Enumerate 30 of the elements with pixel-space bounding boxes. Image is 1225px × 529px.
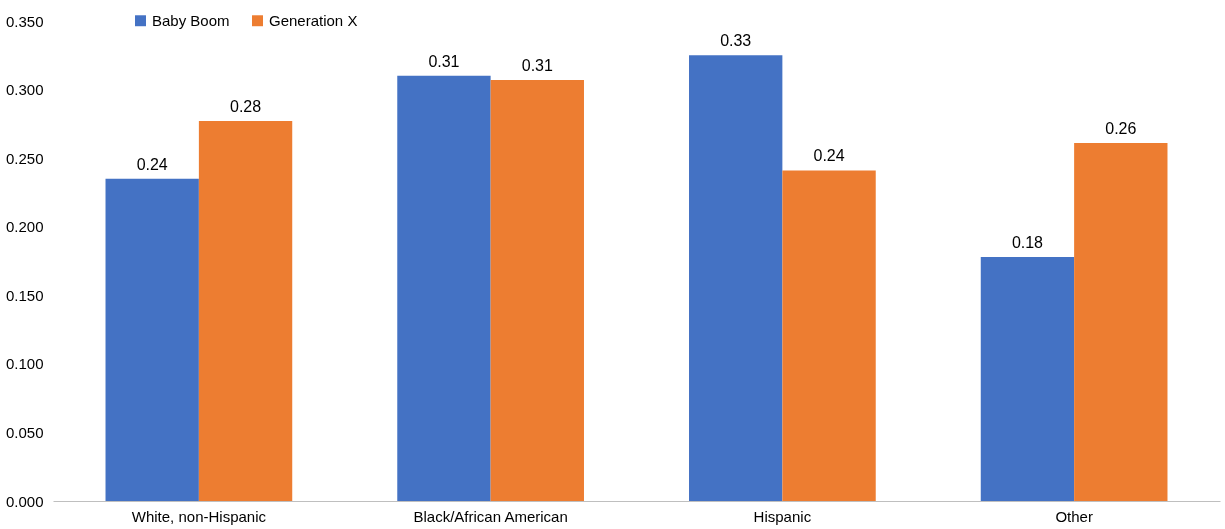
y-tick-label: 0.200 — [5, 218, 44, 236]
bar — [397, 75, 491, 501]
x-tick-label: Hispanic — [753, 507, 812, 525]
data-label: 0.18 — [1011, 233, 1044, 251]
bar — [105, 178, 199, 501]
bar — [689, 55, 783, 501]
data-label: 0.31 — [521, 56, 553, 74]
data-label: 0.24 — [136, 155, 168, 173]
bar — [1074, 143, 1168, 501]
data-label: 0.33 — [720, 32, 752, 50]
y-tick-label: 0.300 — [5, 81, 44, 99]
y-tick-label: 0.150 — [5, 286, 44, 304]
bar — [198, 121, 293, 501]
data-label: 0.26 — [1105, 120, 1137, 138]
legend-label: Baby Boom — [152, 11, 230, 29]
y-tick-label: 0.350 — [5, 12, 44, 30]
bar — [490, 79, 584, 501]
y-tick-label: 0.050 — [5, 423, 44, 441]
x-tick-label: Other — [1055, 507, 1093, 525]
bar — [782, 170, 876, 501]
legend-label: Generation X — [269, 11, 358, 29]
x-tick-label: Black/African American — [413, 507, 568, 525]
x-tick-label: White, non-Hispanic — [131, 507, 267, 525]
data-label: 0.31 — [428, 52, 460, 70]
data-label: 0.24 — [813, 147, 845, 165]
y-tick-label: 0.250 — [5, 149, 44, 167]
bar — [980, 256, 1075, 501]
y-tick-label: 0.100 — [5, 355, 44, 373]
y-tick-label: 0.000 — [5, 492, 44, 510]
data-label: 0.28 — [229, 98, 262, 116]
